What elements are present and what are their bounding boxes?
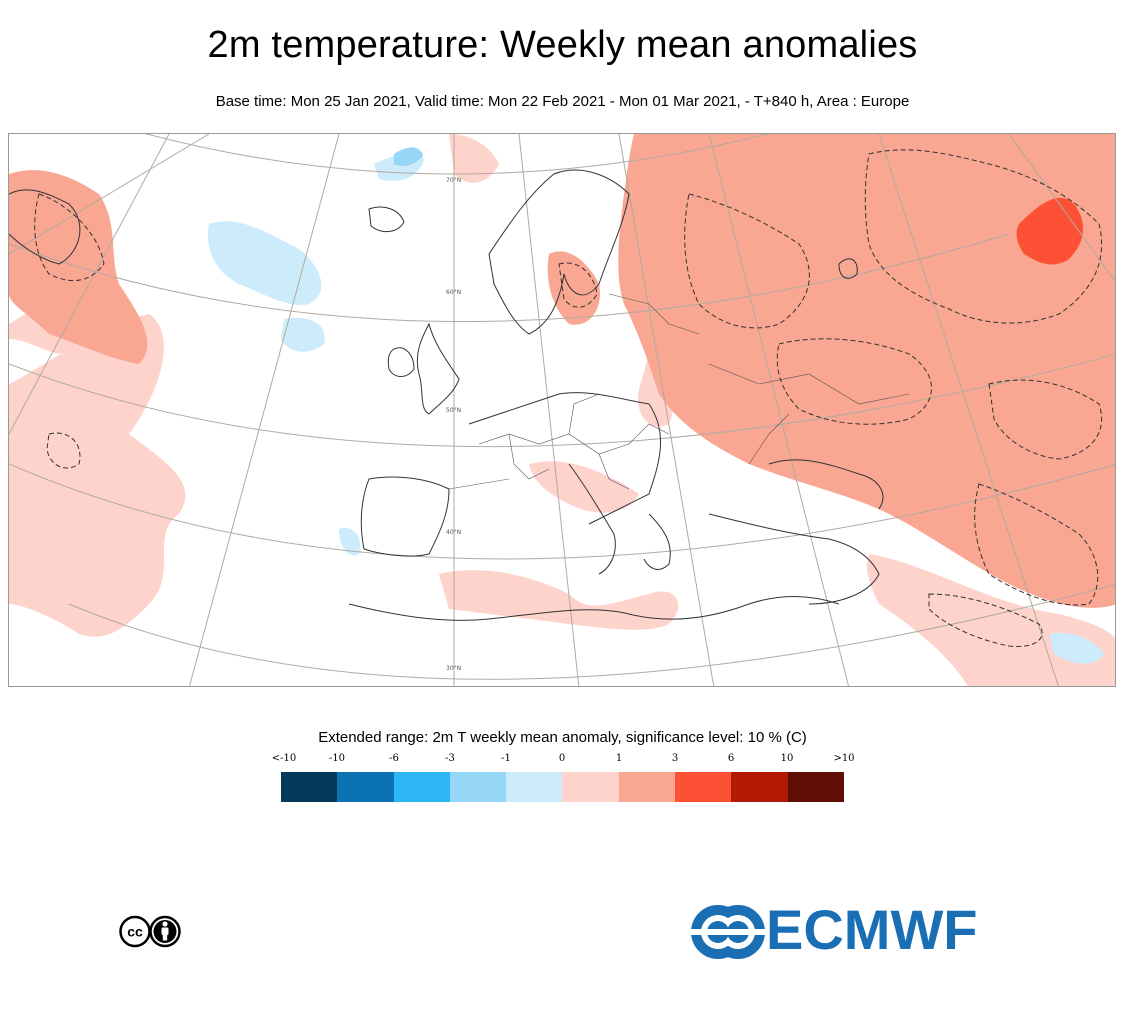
latitude-labels: 70°N 60°N 50°N 40°N 30°N [446, 177, 461, 672]
lat-label-70: 70°N [446, 177, 461, 184]
legend-swatch [281, 772, 338, 802]
lat-label-40: 40°N [446, 529, 461, 536]
legend-tick: 1 [615, 753, 623, 764]
legend-ticks: <-10 -10 -6 -3 -1 0 1 3 6 10 >10 [0, 753, 1125, 767]
chart-subtitle: Base time: Mon 25 Jan 2021, Valid time: … [215, 93, 910, 110]
legend-tick: -10 [328, 753, 346, 764]
legend-tick: -1 [501, 753, 511, 764]
legend-swatch [562, 772, 619, 802]
legend-swatch [675, 772, 732, 802]
anomaly-light-red [9, 134, 1115, 686]
legend-tick: 6 [727, 753, 735, 764]
map-canvas: 70°N 60°N 50°N 40°N 30°N [9, 134, 1115, 686]
cc-text: cc [127, 924, 143, 940]
legend-tick: 0 [558, 753, 566, 764]
legend-tick: 3 [671, 753, 679, 764]
legend-tick: 10 [780, 753, 794, 764]
cc-by-icon: cc [119, 915, 181, 948]
legend-tick: <-10 [271, 753, 297, 764]
anomaly-red [9, 134, 1115, 608]
legend-title: Extended range: 2m T weekly mean anomaly… [318, 729, 807, 746]
lat-label-60: 60°N [446, 289, 461, 296]
graticule [9, 134, 1115, 686]
lat-label-50: 50°N [446, 407, 461, 414]
coastlines [9, 169, 884, 621]
legend-swatch [506, 772, 563, 802]
legend-swatch [449, 772, 507, 802]
lat-label-30: 30°N [446, 665, 461, 672]
ecmwf-logo-text: ECMWF [766, 898, 978, 961]
anomaly-blue [394, 147, 423, 166]
anomaly-map: 70°N 60°N 50°N 40°N 30°N [8, 133, 1116, 687]
significance-contours [34, 149, 1103, 648]
legend-swatch [731, 772, 788, 802]
legend-swatch [337, 772, 394, 802]
legend-tick: -3 [445, 753, 455, 764]
legend-swatch [618, 772, 676, 802]
legend-tick: >10 [833, 753, 855, 764]
legend-swatch [787, 772, 844, 802]
country-borders [448, 293, 910, 490]
legend-swatch [393, 772, 450, 802]
legend-colorbar [281, 772, 844, 802]
ecmwf-logo: ECMWF [690, 898, 1010, 961]
chart-title: 2m temperature: Weekly mean anomalies [207, 24, 918, 66]
legend-tick: -6 [389, 753, 399, 764]
ecmwf-logo-mark [690, 905, 766, 959]
